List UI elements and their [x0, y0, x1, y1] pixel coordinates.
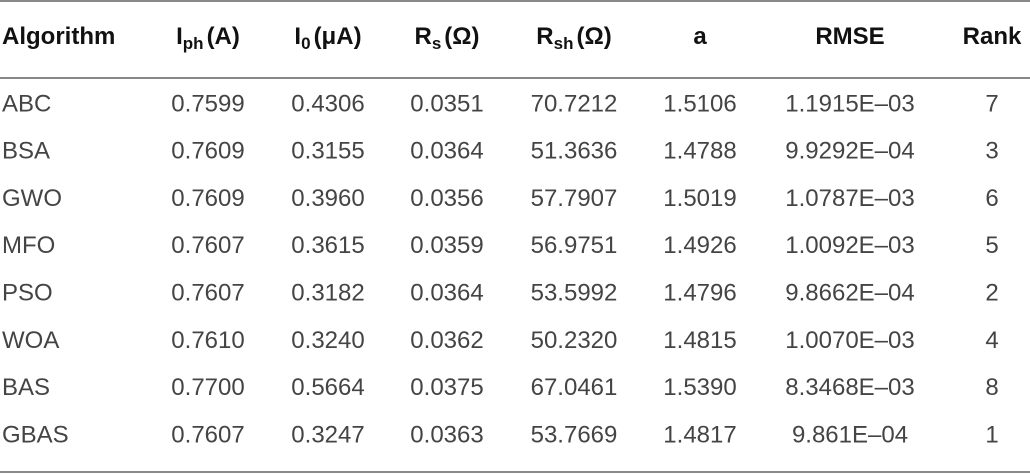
- cell: 0.7599: [171, 90, 244, 117]
- row-label: GBAS: [2, 421, 69, 448]
- cell: 1.4926: [663, 232, 736, 259]
- header-unit: (A): [207, 23, 240, 50]
- header-cell: Algorithm: [2, 23, 115, 50]
- row-label: BAS: [2, 374, 50, 401]
- cell: 53.5992: [531, 280, 618, 307]
- header-cell: Rank: [963, 23, 1022, 50]
- header-cell: a: [693, 23, 707, 50]
- header-subscript: sh: [554, 34, 574, 53]
- cell: 0.0364: [410, 280, 483, 307]
- cell: 0.7607: [171, 421, 244, 448]
- header-text: I: [176, 23, 183, 50]
- cell: 0.3960: [291, 185, 364, 212]
- cell: 1.5106: [663, 90, 736, 117]
- cell: 0.5664: [291, 374, 364, 401]
- row-label: ABC: [2, 90, 51, 117]
- cell: 50.2320: [531, 327, 618, 354]
- cell: 0.3155: [291, 138, 364, 165]
- header-text: a: [693, 23, 707, 50]
- header-subscript: ph: [183, 34, 204, 53]
- header-unit: (Ω): [576, 23, 611, 50]
- header-cell: Rsh (Ω): [536, 23, 611, 53]
- cell: 3: [985, 138, 998, 165]
- header-text: R: [536, 23, 553, 50]
- cell: 0.7700: [171, 374, 244, 401]
- header-subscript: s: [432, 34, 441, 53]
- cell: 70.7212: [531, 90, 618, 117]
- header-text: R: [414, 23, 431, 50]
- cell: 0.7609: [171, 185, 244, 212]
- cell: 8: [985, 374, 998, 401]
- row-label: MFO: [2, 232, 55, 259]
- header-subscript: 0: [301, 34, 310, 53]
- header-unit: (Ω): [444, 23, 479, 50]
- cell: 1.0070E–03: [785, 327, 914, 354]
- cell: 0.7607: [171, 232, 244, 259]
- header-text: Algorithm: [2, 23, 115, 50]
- cell: 0.0363: [410, 421, 483, 448]
- row-label: WOA: [2, 327, 59, 354]
- cell: 1.4796: [663, 280, 736, 307]
- cell: 0.0364: [410, 138, 483, 165]
- cell: 7: [985, 90, 998, 117]
- cell: 0.0356: [410, 185, 483, 212]
- header-text: I: [294, 23, 301, 50]
- header-cell: I0 (μA): [294, 23, 361, 53]
- cell: 0.3247: [291, 421, 364, 448]
- cell: 0.0359: [410, 232, 483, 259]
- cell: 53.7669: [531, 421, 618, 448]
- header-cell: Iph (A): [176, 23, 240, 53]
- cell: 9.9292E–04: [785, 138, 914, 165]
- cell: 9.8662E–04: [785, 280, 914, 307]
- cell: 51.3636: [531, 138, 618, 165]
- cell: 57.7907: [531, 185, 618, 212]
- row-label: PSO: [2, 280, 53, 307]
- cell: 1.4817: [663, 421, 736, 448]
- cell: 5: [985, 232, 998, 259]
- header-text: RMSE: [815, 23, 884, 50]
- cell: 1.5390: [663, 374, 736, 401]
- cell: 0.4306: [291, 90, 364, 117]
- cell: 0.7607: [171, 280, 244, 307]
- cell: 0.0375: [410, 374, 483, 401]
- cell: 0.0362: [410, 327, 483, 354]
- cell: 1.4815: [663, 327, 736, 354]
- cell: 1.4788: [663, 138, 736, 165]
- cell: 1.1915E–03: [785, 90, 914, 117]
- cell: 0.3615: [291, 232, 364, 259]
- cell: 9.861E–04: [792, 421, 908, 448]
- row-label: GWO: [2, 185, 62, 212]
- header-unit: (μA): [314, 23, 362, 50]
- cell: 1.5019: [663, 185, 736, 212]
- cell: 56.9751: [531, 232, 618, 259]
- row-label: BSA: [2, 138, 50, 165]
- cell: 67.0461: [531, 374, 618, 401]
- cell: 2: [985, 280, 998, 307]
- cell: 0.3240: [291, 327, 364, 354]
- header-cell: RMSE: [815, 23, 884, 50]
- cell: 0.7610: [171, 327, 244, 354]
- header-text: Rank: [963, 23, 1022, 50]
- cell: 0.0351: [410, 90, 483, 117]
- cell: 4: [985, 327, 998, 354]
- cell: 1: [985, 421, 998, 448]
- cell: 1.0092E–03: [785, 232, 914, 259]
- cell: 0.7609: [171, 138, 244, 165]
- cell: 0.3182: [291, 280, 364, 307]
- cell: 8.3468E–03: [785, 374, 914, 401]
- cell: 6: [985, 185, 998, 212]
- cell: 1.0787E–03: [785, 185, 914, 212]
- header-cell: Rs (Ω): [414, 23, 479, 53]
